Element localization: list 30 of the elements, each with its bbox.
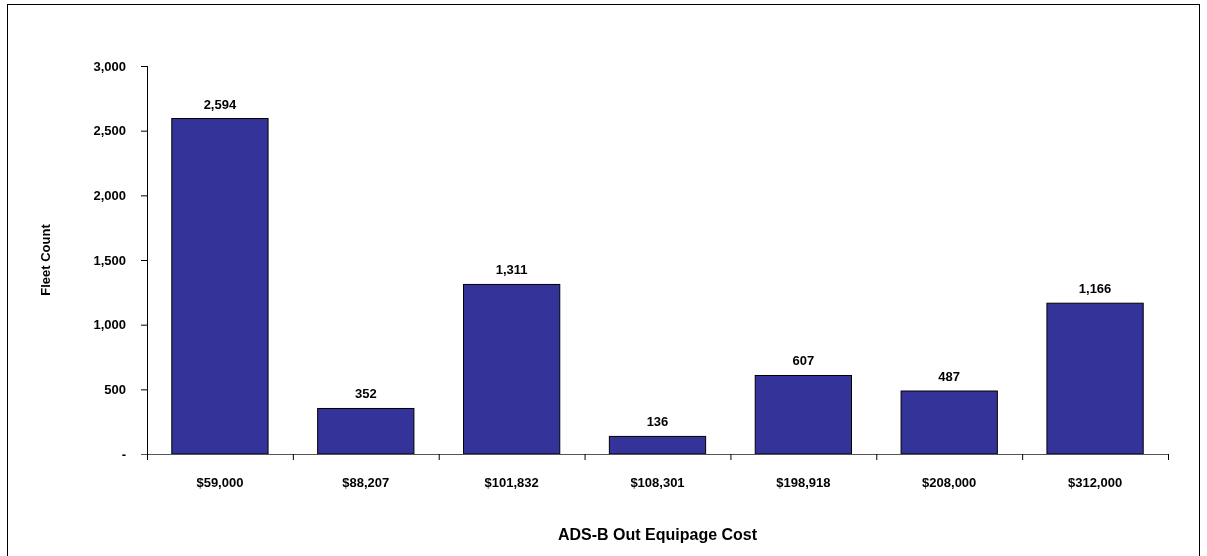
- y-tick-label: 2,000: [93, 187, 126, 203]
- bar: [317, 407, 415, 455]
- x-tick-label: $101,832: [484, 475, 539, 490]
- x-tick-label: $198,918: [776, 475, 831, 490]
- data-label: 1,311: [495, 262, 528, 278]
- data-label: 352: [354, 386, 377, 402]
- y-tick-label: 1,000: [93, 317, 126, 333]
- x-tick-label: $312,000: [1067, 475, 1123, 490]
- x-tick-label: $108,301: [630, 475, 685, 490]
- x-tick-label: $208,000: [922, 475, 977, 490]
- y-tick-label: 3,000: [93, 58, 126, 74]
- data-label: 487: [938, 369, 961, 385]
- bar: [171, 118, 269, 455]
- data-label: 2,594: [203, 96, 237, 112]
- bar: [754, 375, 852, 455]
- bar: [608, 435, 707, 455]
- data-label: 1,166: [1078, 281, 1112, 297]
- y-tick-label: 2,500: [93, 123, 126, 139]
- data-label: 607: [792, 353, 815, 369]
- bar: [900, 390, 998, 455]
- x-tick-label: $59,000: [196, 475, 244, 490]
- bar: [1046, 302, 1144, 455]
- y-tick-label: 500: [104, 381, 126, 397]
- y-axis-title: Fleet Count: [38, 223, 53, 296]
- y-tick-label: 1,500: [93, 252, 126, 268]
- x-tick-label: $88,207: [342, 475, 390, 490]
- data-label: 136: [646, 414, 669, 430]
- x-axis-title: ADS-B Out Equipage Cost: [557, 526, 758, 543]
- y-tick-label: -: [121, 446, 126, 462]
- bar: [463, 283, 561, 455]
